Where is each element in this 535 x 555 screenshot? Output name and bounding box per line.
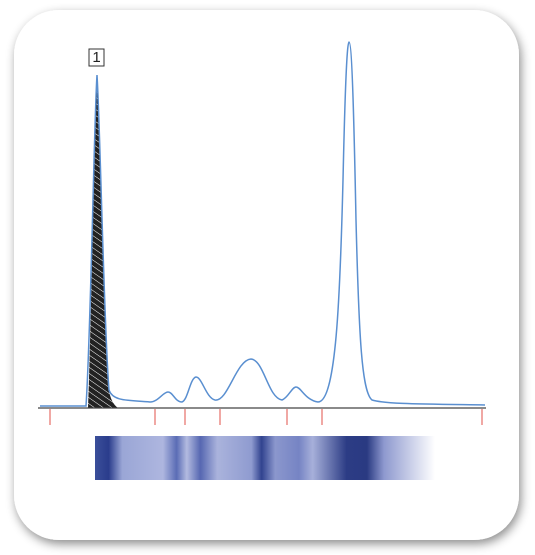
peak-marker-label: 1 <box>92 49 100 66</box>
densitogram-card: 1 <box>0 0 535 555</box>
gel-strip <box>95 436 435 480</box>
